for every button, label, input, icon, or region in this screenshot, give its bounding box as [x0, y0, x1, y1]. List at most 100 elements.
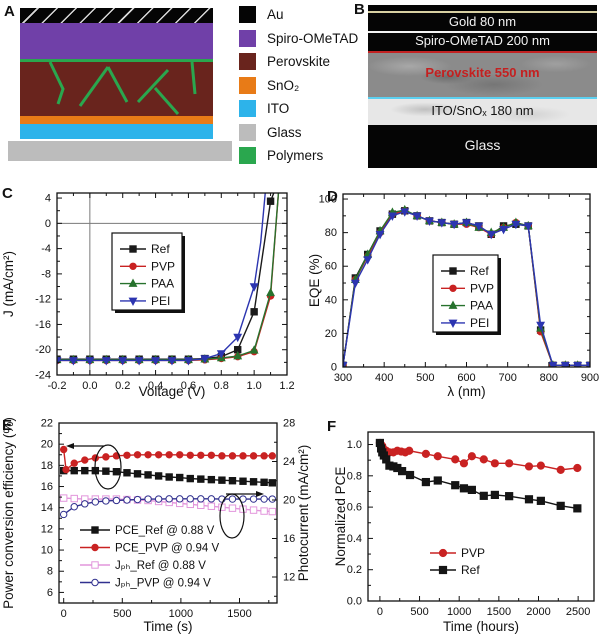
legend-item-glass: Glass [239, 123, 358, 141]
legend-label: Spiro-OMeTAD [267, 30, 359, 46]
svg-text:0: 0 [45, 218, 51, 230]
legend-item-spiro: Spiro-OMeTAD [239, 29, 359, 47]
chart-legend: Ref PVP PAA PEI [432, 254, 501, 335]
gold-spiro-interface-line [368, 31, 597, 33]
svg-text:0: 0 [331, 362, 337, 374]
panel-e-label: E [2, 417, 13, 434]
legend-label: Polymers [267, 148, 324, 163]
legend-label: Perovskite [267, 54, 331, 69]
panel-d-label: D [327, 188, 338, 205]
legend-item-au: Au [239, 6, 358, 23]
perovskite-ito-interface-line [368, 97, 597, 99]
svg-text:Time (hours): Time (hours) [443, 619, 519, 634]
svg-text:100: 100 [319, 194, 337, 206]
chart-legend: Ref PVP PAA PEI [111, 232, 185, 313]
svg-text:-16: -16 [35, 319, 51, 331]
svg-text:PVP: PVP [470, 281, 494, 295]
legend-item-sno2: SnO₂ [239, 76, 358, 94]
legend-item-ito: ITO [239, 100, 358, 117]
svg-text:60: 60 [325, 261, 337, 273]
svg-text:2000: 2000 [526, 606, 550, 618]
svg-text:J (mA/cm²): J (mA/cm²) [1, 251, 16, 317]
svg-text:PCE_Ref @ 0.88 V: PCE_Ref @ 0.88 V [115, 525, 215, 537]
svg-text:14: 14 [41, 502, 53, 514]
svg-text:Normalized PCE: Normalized PCE [333, 467, 348, 567]
panel-a-label: A [4, 3, 15, 20]
au-swatch [239, 6, 256, 23]
svg-text:0.6: 0.6 [347, 502, 362, 514]
sem-glass-band: Glass [368, 125, 597, 168]
svg-text:Time (s): Time (s) [144, 619, 193, 634]
layer-glass [8, 141, 232, 161]
svg-text:20: 20 [325, 328, 337, 340]
sem-label-spiro: Spiro-OMeTAD 200 nm [415, 33, 550, 48]
polymers-swatch [239, 147, 256, 164]
panel-a: A Au Spiro-OMeTAD Perovskite SnO₂ ITO Glass Po… [0, 0, 358, 180]
spiro-perovskite-interface-line [368, 51, 597, 53]
svg-text:12: 12 [41, 523, 53, 535]
legend-item-polymers: Polymers [239, 147, 358, 164]
svg-text:0.4: 0.4 [347, 533, 362, 545]
svg-text:-8: -8 [41, 268, 51, 280]
svg-text:PVP: PVP [151, 259, 175, 273]
panel-f-normalized-pce-chart: 0 500 1000 1500 2000 2500 0.0 0.2 0.4 0.6 0.8 1.0 Ti… [333, 431, 595, 634]
svg-text:16: 16 [283, 533, 295, 545]
axes: 300 400 500 600 700 800 900 0 20 40 60 80 100 λ (nm) E… [307, 194, 599, 399]
sem-perovskite-band: Perovskite 550 nm [368, 53, 597, 97]
svg-text:-4: -4 [41, 243, 51, 255]
series-PCE_Ref @ 0.88 V [59, 466, 277, 487]
svg-text:PCE_PVP @ 0.94 V: PCE_PVP @ 0.94 V [115, 543, 219, 555]
sem-ito-band: ITO/SnOₓ 180 nm [368, 99, 597, 125]
series-group [59, 445, 277, 519]
svg-text:λ (nm): λ (nm) [447, 384, 485, 399]
annotation-ellipse [219, 493, 245, 539]
panel-b-sem-image: Gold 80 nm Spiro-OMeTAD 200 nm Perovskit… [368, 5, 597, 168]
series-group [343, 204, 590, 367]
series-PCE_PVP @ 0.94 V [59, 445, 277, 474]
layer-polymer-line [20, 59, 213, 62]
svg-text:1.0: 1.0 [246, 380, 261, 392]
layer-ito [20, 124, 213, 139]
svg-text:-0.2: -0.2 [48, 380, 67, 392]
svg-text:22: 22 [41, 418, 53, 430]
gold-top-line [368, 11, 597, 13]
svg-text:20: 20 [283, 495, 295, 507]
svg-text:40: 40 [325, 294, 337, 306]
svg-text:28: 28 [283, 418, 295, 430]
svg-text:0.8: 0.8 [347, 470, 362, 482]
legend-label: ITO [267, 101, 290, 116]
panel-d-eqe-chart: 300 400 500 600 700 800 900 0 20 40 60 80 100 λ (nm) E… [307, 193, 599, 399]
svg-text:0.2: 0.2 [115, 380, 130, 392]
svg-text:8: 8 [47, 566, 53, 578]
svg-text:800: 800 [540, 372, 558, 384]
chart-legend: PCE_Ref @ 0.88 V PCE_PVP @ 0.94 V Jₚₕ_Ref … [80, 525, 219, 590]
panel-b-label: B [354, 1, 365, 18]
svg-text:-24: -24 [35, 370, 51, 382]
panel-c-jv-chart: -0.2 0.0 0.2 0.4 0.6 0.8 1.0 1.2 4 0 -4 -8 -12 -16 -20… [1, 192, 295, 399]
svg-text:1.0: 1.0 [347, 439, 362, 451]
svg-text:80: 80 [325, 227, 337, 239]
layer-perovskite [20, 62, 213, 116]
svg-text:18: 18 [41, 460, 53, 472]
panel-a-legend: Au Spiro-OMeTAD Perovskite SnO₂ ITO Glass Poly… [239, 6, 358, 171]
svg-text:Jₚₕ_Ref @ 0.88 V: Jₚₕ_Ref @ 0.88 V [115, 560, 206, 572]
svg-text:Photocurrent (mA/cm²): Photocurrent (mA/cm²) [296, 445, 311, 582]
svg-text:0.8: 0.8 [214, 380, 229, 392]
svg-text:1000: 1000 [447, 606, 471, 618]
panel-c-label: C [2, 185, 13, 202]
svg-text:0.2: 0.2 [347, 564, 362, 576]
svg-text:0.0: 0.0 [347, 596, 362, 608]
svg-text:2500: 2500 [566, 606, 590, 618]
svg-text:600: 600 [457, 372, 475, 384]
svg-text:500: 500 [410, 606, 428, 618]
svg-text:Voltage (V): Voltage (V) [139, 384, 206, 399]
svg-text:300: 300 [334, 372, 352, 384]
legend-label: Glass [267, 124, 302, 140]
annotation-ellipse [94, 444, 122, 490]
chart-legend: PVP Ref [430, 546, 485, 577]
svg-text:1000: 1000 [169, 608, 193, 620]
series-Ref [375, 438, 582, 513]
svg-text:Power conversion efficiency (%: Power conversion efficiency (%) [1, 417, 16, 609]
svg-text:0.4: 0.4 [148, 380, 163, 392]
